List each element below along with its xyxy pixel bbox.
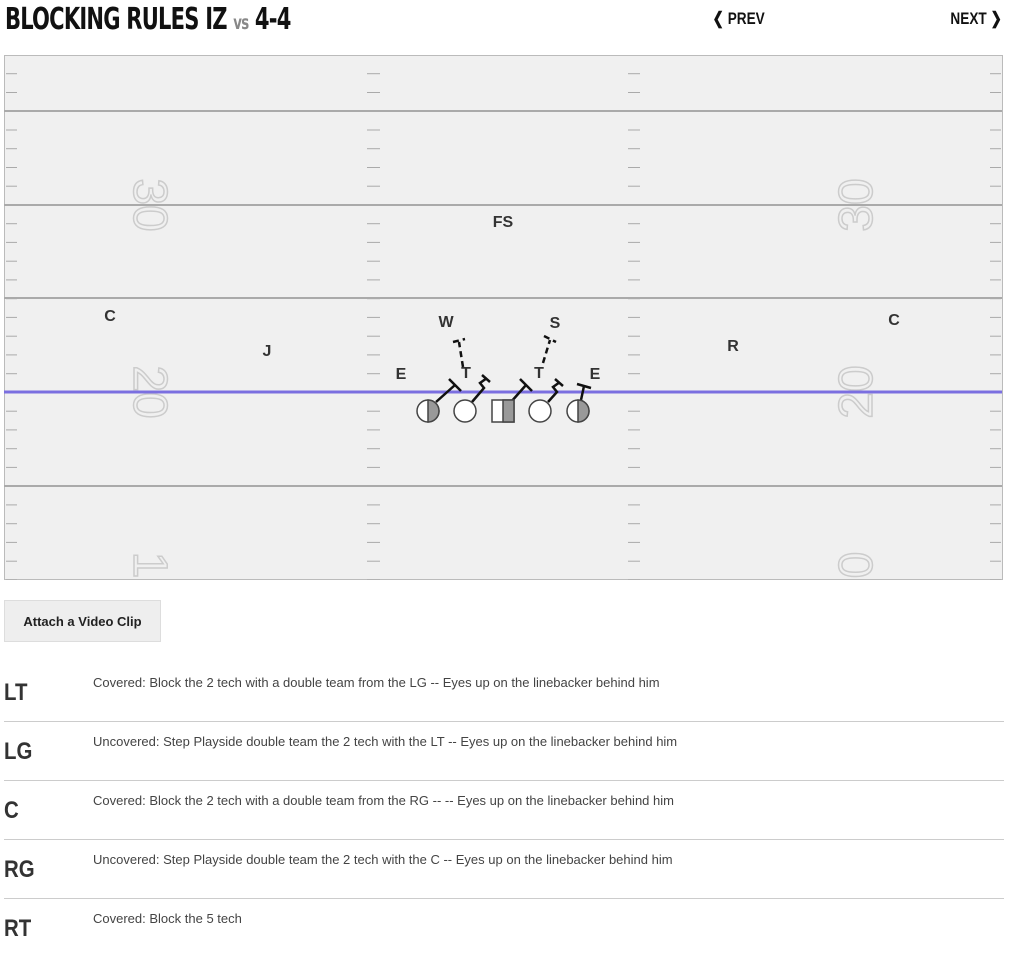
player-rt[interactable] bbox=[566, 399, 590, 423]
next-button[interactable]: NEXT ❯ bbox=[950, 9, 1001, 29]
rule-text: Uncovered: Step Playside double team the… bbox=[93, 852, 673, 867]
position-label: RT bbox=[4, 915, 32, 942]
rule-text: Uncovered: Step Playside double team the… bbox=[93, 734, 678, 749]
yard-number: 0 bbox=[830, 552, 883, 579]
defender-e-right[interactable]: E bbox=[590, 366, 601, 383]
player-center[interactable] bbox=[491, 399, 515, 423]
rule-text: Covered: Block the 2 tech with a double … bbox=[93, 793, 674, 808]
position-label: RG bbox=[4, 856, 35, 883]
rule-row: LT Covered: Block the 2 tech with a doubl… bbox=[4, 663, 1004, 722]
yard-lines bbox=[4, 110, 1002, 487]
defender-t-right[interactable]: T bbox=[534, 365, 544, 382]
player-rg[interactable] bbox=[528, 399, 552, 423]
defender-fs[interactable]: FS bbox=[493, 214, 514, 231]
defender-c-right[interactable]: C bbox=[888, 312, 900, 329]
yard-number: 1 bbox=[123, 552, 176, 579]
prev-label: PREV bbox=[727, 9, 765, 28]
player-lg[interactable] bbox=[453, 399, 477, 423]
yard-number: 30 bbox=[830, 178, 883, 231]
next-label: NEXT bbox=[950, 9, 987, 28]
title-text: BLOCKING RULES IZ bbox=[5, 2, 228, 37]
rule-row: RG Uncovered: Step Playside double team t… bbox=[4, 840, 1004, 899]
position-label: C bbox=[4, 797, 19, 824]
defender-w[interactable]: W bbox=[438, 314, 454, 331]
vs-label: vs bbox=[233, 12, 249, 34]
position-label: LT bbox=[4, 679, 28, 706]
position-label: LG bbox=[4, 738, 33, 765]
defender-r[interactable]: R bbox=[727, 338, 739, 355]
opponent-label: 4-4 bbox=[254, 2, 291, 37]
yard-number: 30 bbox=[123, 178, 176, 231]
defender-j[interactable]: J bbox=[263, 343, 272, 360]
football-field: 30 20 1 30 20 0 FS C J W S C R E T T E bbox=[4, 55, 1003, 580]
rule-text: Covered: Block the 5 tech bbox=[93, 911, 242, 926]
rule-text: Covered: Block the 2 tech with a double … bbox=[93, 675, 660, 690]
defender-e-left[interactable]: E bbox=[396, 366, 407, 383]
field-background bbox=[4, 55, 1003, 580]
player-lt[interactable] bbox=[416, 399, 440, 423]
chevron-left-icon: ❮ bbox=[712, 9, 724, 28]
block-assignments bbox=[435, 334, 592, 403]
defender-c-left[interactable]: C bbox=[104, 308, 116, 325]
rule-row: C Covered: Block the 2 tech with a double… bbox=[4, 781, 1004, 840]
prev-button[interactable]: ❮ PREV bbox=[713, 9, 765, 29]
defender-s[interactable]: S bbox=[550, 315, 561, 332]
attach-video-clip-button[interactable]: Attach a Video Clip bbox=[4, 600, 161, 642]
rule-row: LG Uncovered: Step Playside double team t… bbox=[4, 722, 1004, 781]
page-title: BLOCKING RULES IZ vs 4-4 bbox=[5, 2, 291, 37]
defender-t-left[interactable]: T bbox=[461, 365, 471, 382]
chevron-right-icon: ❯ bbox=[990, 9, 1002, 28]
rule-row: RT Covered: Block the 5 tech bbox=[4, 899, 1004, 958]
